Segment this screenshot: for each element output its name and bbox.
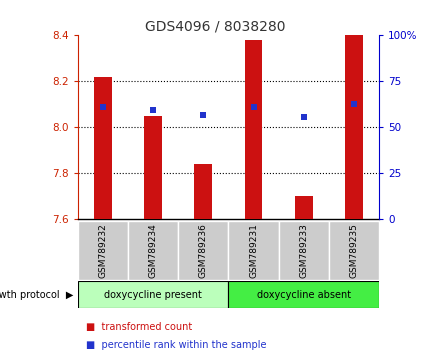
Text: GSM789236: GSM789236 xyxy=(198,223,207,278)
Text: GSM789234: GSM789234 xyxy=(148,223,157,278)
Point xyxy=(300,114,307,120)
Bar xyxy=(328,221,378,280)
Text: GSM789233: GSM789233 xyxy=(299,223,307,278)
Bar xyxy=(278,221,328,280)
Point xyxy=(99,104,106,109)
Bar xyxy=(144,116,161,219)
Text: GSM789235: GSM789235 xyxy=(349,223,358,278)
Bar xyxy=(77,281,228,308)
Bar xyxy=(194,164,212,219)
Text: ■  transformed count: ■ transformed count xyxy=(86,322,192,332)
Text: ■  percentile rank within the sample: ■ percentile rank within the sample xyxy=(86,340,266,350)
Text: growth protocol  ▶: growth protocol ▶ xyxy=(0,290,73,300)
Bar xyxy=(344,35,362,219)
Bar xyxy=(77,221,128,280)
Point xyxy=(350,102,357,107)
Bar xyxy=(128,221,178,280)
Text: GSM789231: GSM789231 xyxy=(249,223,258,278)
Bar xyxy=(94,77,111,219)
Bar xyxy=(228,221,278,280)
Text: doxycycline absent: doxycycline absent xyxy=(256,290,350,300)
Point xyxy=(249,104,256,109)
Bar xyxy=(178,221,228,280)
Point xyxy=(149,107,156,113)
Bar xyxy=(228,281,378,308)
Text: doxycycline present: doxycycline present xyxy=(104,290,202,300)
Text: GDS4096 / 8038280: GDS4096 / 8038280 xyxy=(145,19,285,34)
Point xyxy=(200,112,206,118)
Text: GSM789232: GSM789232 xyxy=(98,223,107,278)
Bar xyxy=(295,196,312,219)
Bar xyxy=(244,40,262,219)
